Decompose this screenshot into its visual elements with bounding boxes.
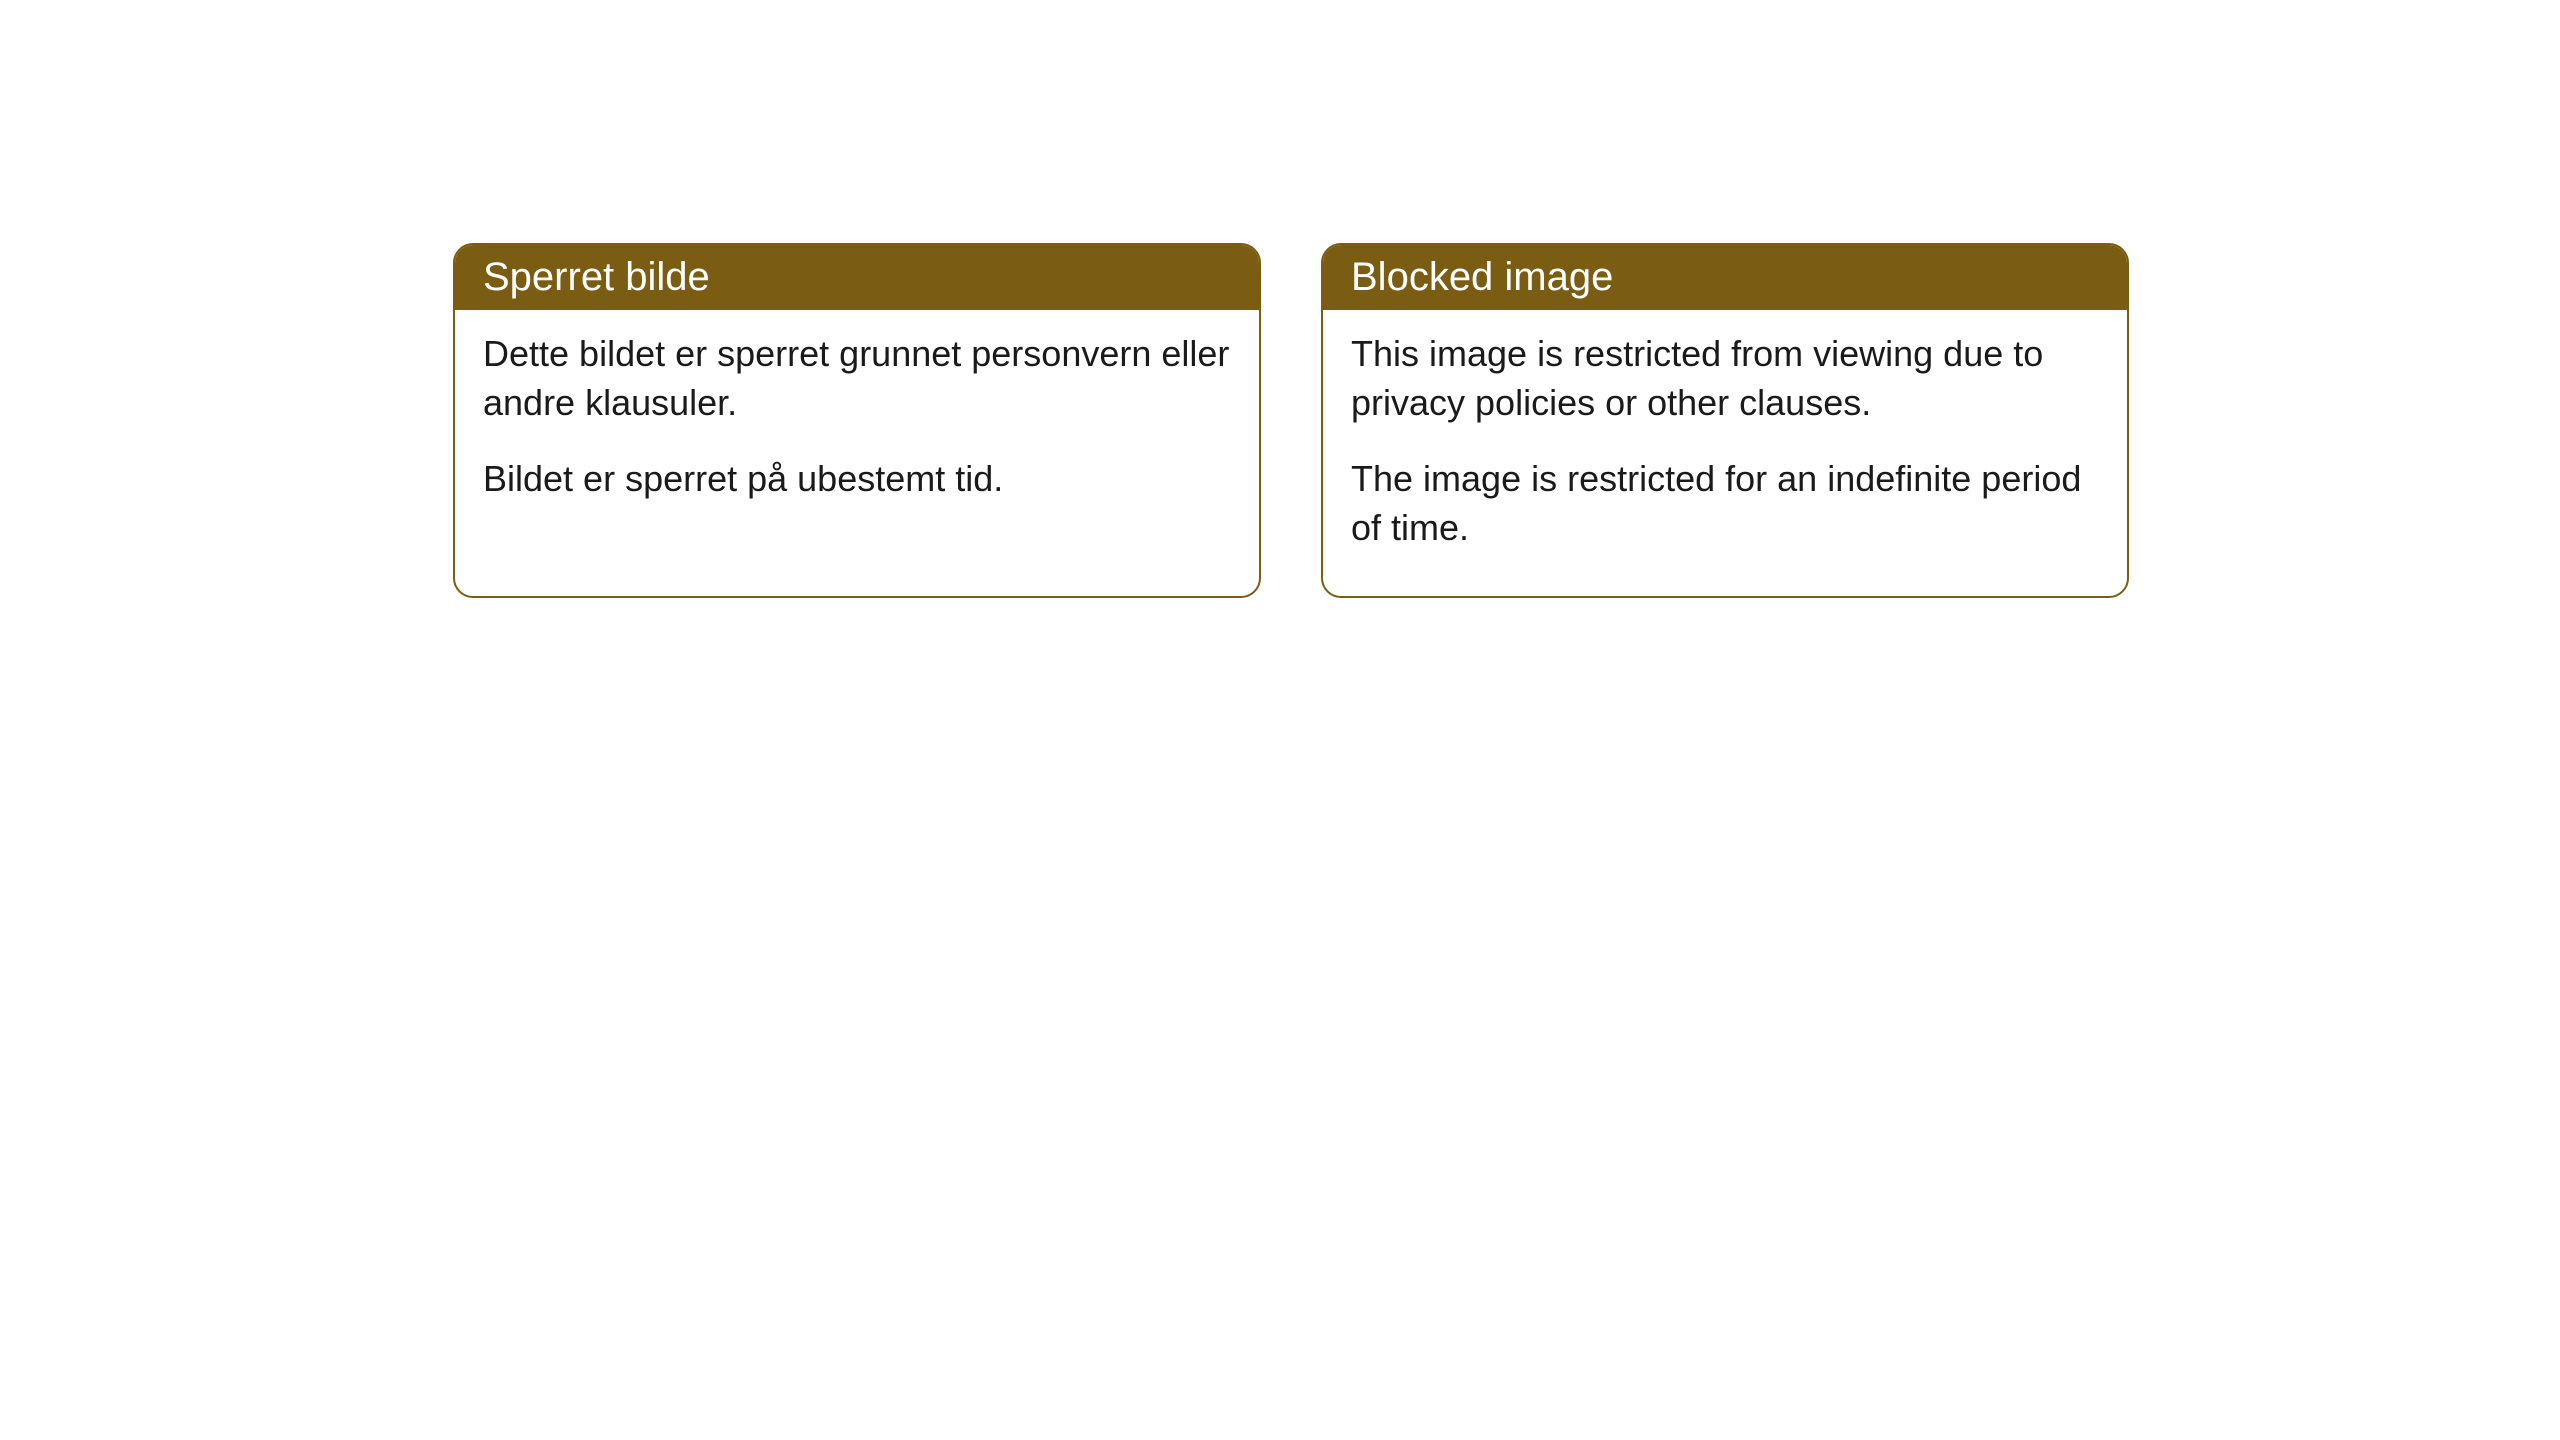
card-header: Sperret bilde [455, 245, 1259, 310]
card-paragraph: This image is restricted from viewing du… [1351, 330, 2099, 427]
card-paragraph: The image is restricted for an indefinit… [1351, 455, 2099, 552]
notice-container: Sperret bilde Dette bildet er sperret gr… [0, 0, 2560, 598]
card-header: Blocked image [1323, 245, 2127, 310]
card-paragraph: Dette bildet er sperret grunnet personve… [483, 330, 1231, 427]
card-body: Dette bildet er sperret grunnet personve… [455, 310, 1259, 548]
notice-card-english: Blocked image This image is restricted f… [1321, 243, 2129, 598]
card-paragraph: Bildet er sperret på ubestemt tid. [483, 455, 1231, 504]
card-title: Blocked image [1351, 255, 1613, 299]
card-body: This image is restricted from viewing du… [1323, 310, 2127, 596]
card-title: Sperret bilde [483, 255, 710, 299]
notice-card-norwegian: Sperret bilde Dette bildet er sperret gr… [453, 243, 1261, 598]
